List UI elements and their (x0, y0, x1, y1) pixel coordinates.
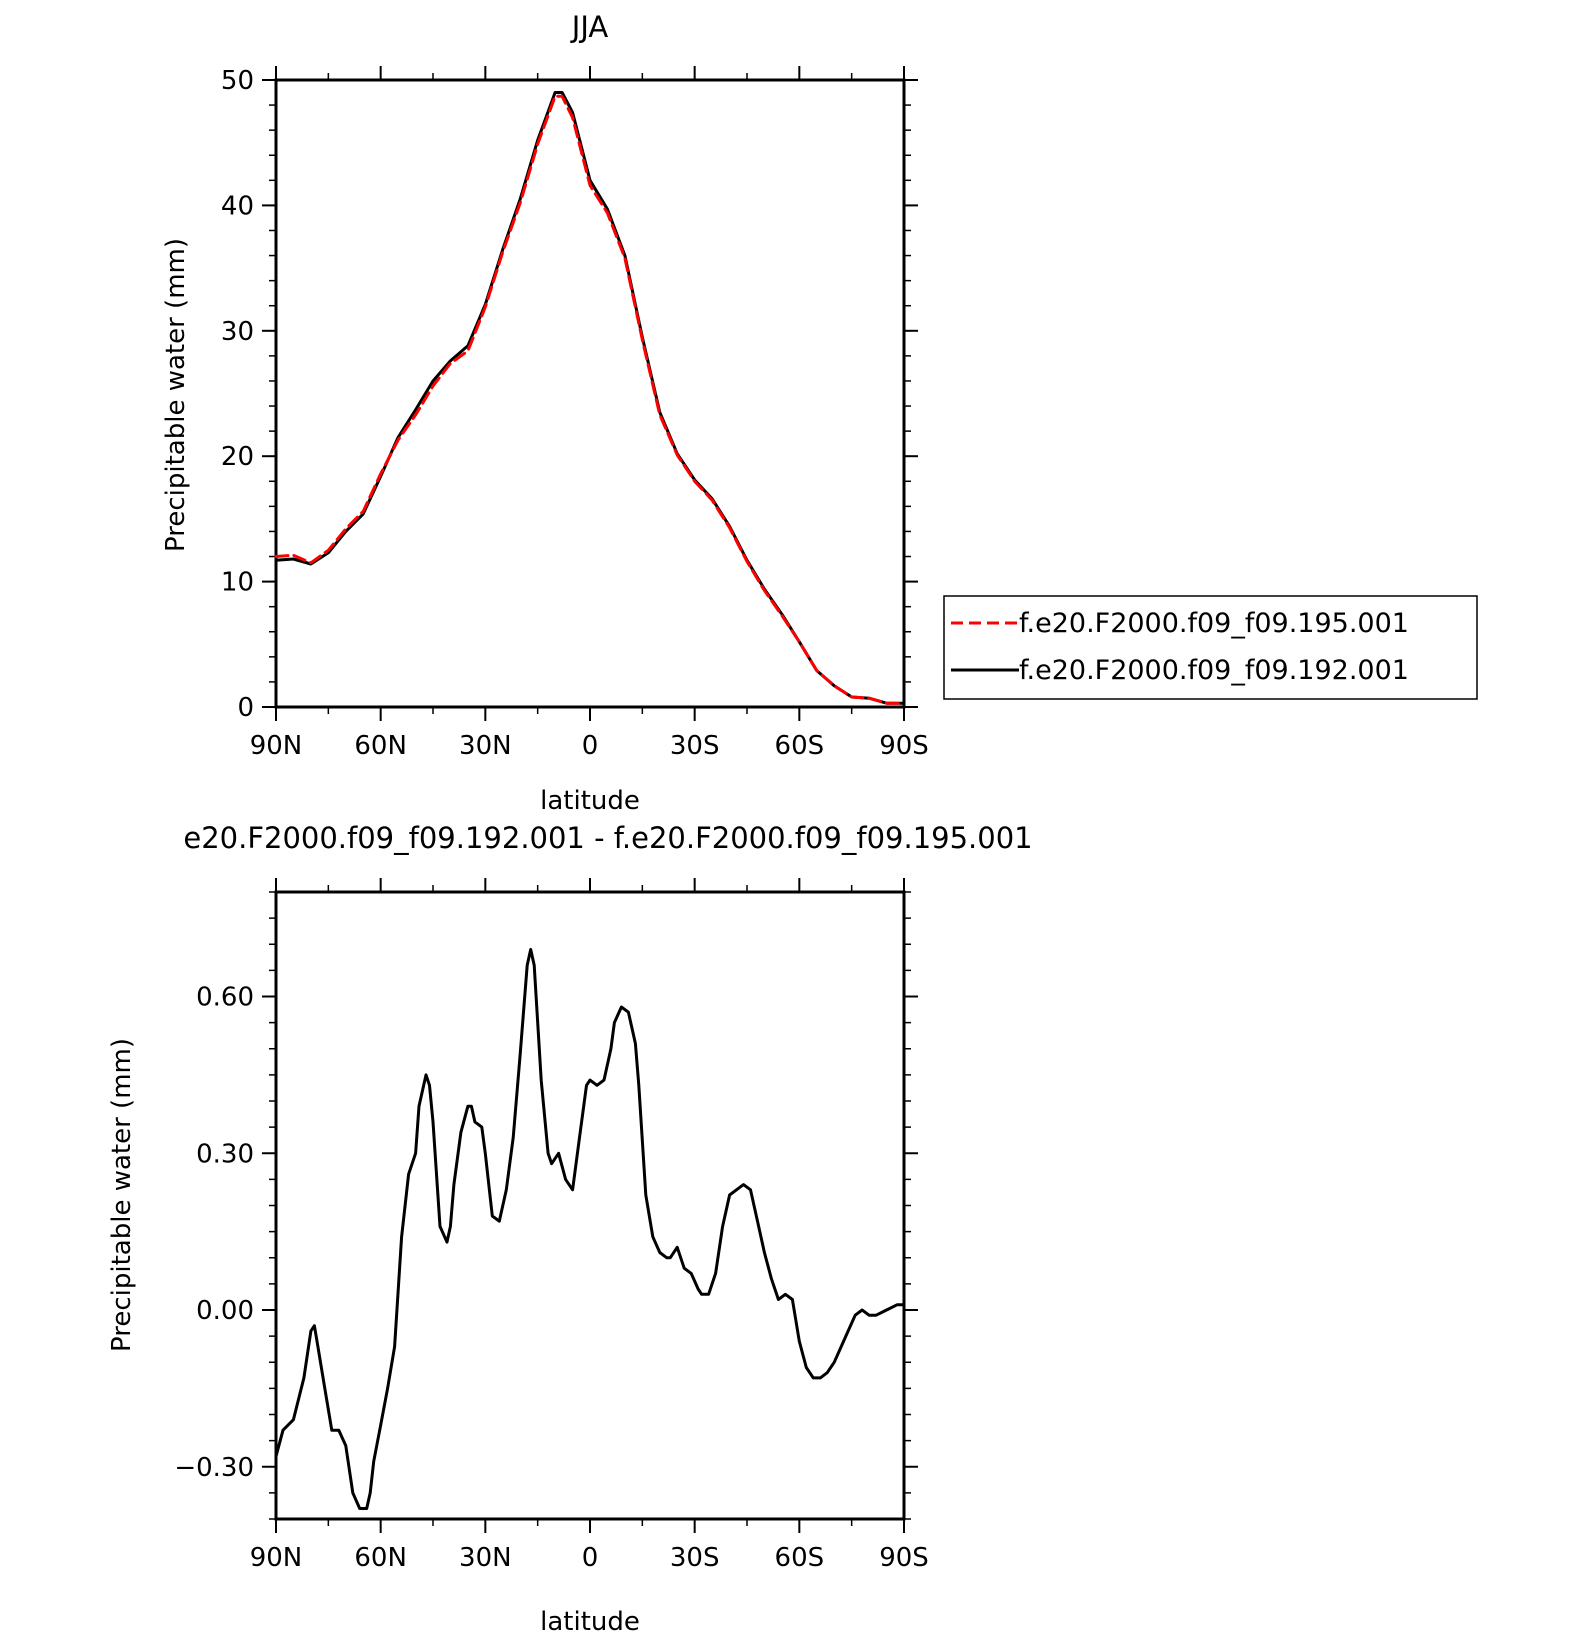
top-series-lines (274, 91, 906, 705)
legend: f.e20.F2000.f09_f09.195.001 f.e20.F2000.… (943, 595, 1478, 700)
top-series-line-0 (274, 94, 906, 705)
legend-box (943, 595, 1478, 700)
top-chart-title: JJA (570, 10, 609, 44)
bottom-series-line-0 (274, 948, 906, 1510)
top-x-tick-label: 90N (250, 731, 303, 761)
top-y-axis-label: Precipitable water (mm) (161, 238, 191, 552)
top-plot-frame (274, 78, 906, 709)
bottom-x-tick-label: 30S (670, 1543, 720, 1573)
top-axis-ticks: 90N 60N 30N 0 30S 60S 90S 0 10 20 30 40 50 (221, 66, 929, 761)
bottom-plot-frame (274, 890, 906, 1521)
bottom-chart-title: e20.F2000.f09_f09.192.001 - f.e20.F2000.… (183, 821, 1032, 855)
top-x-axis-label: latitude (540, 786, 640, 816)
bottom-y-tick-label: 0.60 (196, 983, 254, 1013)
bottom-x-tick-label: 90S (879, 1543, 929, 1573)
bottom-x-tick-label: 0 (582, 1543, 599, 1573)
top-x-tick-label: 0 (582, 731, 599, 761)
bottom-y-axis-label: Precipitable water (mm) (107, 1038, 137, 1352)
bottom-x-axis-label: latitude (540, 1607, 640, 1637)
bottom-x-tick-label: 30N (459, 1543, 512, 1573)
top-y-tick-label: 10 (221, 568, 254, 598)
top-panel: JJA 90N 60N 30N 0 30S 60S 90S 0 10 20 30 40 50 latit… (161, 10, 1478, 816)
bottom-panel: e20.F2000.f09_f09.192.001 - f.e20.F2000.… (107, 821, 1033, 1637)
bottom-y-tick-label: 0.00 (196, 1296, 254, 1326)
bottom-series-lines (274, 948, 906, 1510)
bottom-x-tick-label: 60N (354, 1543, 407, 1573)
bottom-y-tick-label: −0.30 (174, 1453, 254, 1483)
top-y-tick-label: 20 (221, 442, 254, 472)
bottom-x-tick-label: 90N (250, 1543, 303, 1573)
top-y-tick-label: 40 (221, 191, 254, 221)
top-x-tick-label: 60S (775, 731, 825, 761)
top-y-tick-label: 50 (221, 66, 254, 96)
top-x-tick-label: 30N (459, 731, 512, 761)
top-x-tick-label: 60N (354, 731, 407, 761)
bottom-axis-ticks: 90N 60N 30N 0 30S 60S 90S −0.30 0.00 0.30 0.60 (174, 878, 929, 1573)
legend-label-195: f.e20.F2000.f09_f09.195.001 (1019, 608, 1409, 639)
top-y-tick-label: 30 (221, 317, 254, 347)
legend-label-192: f.e20.F2000.f09_f09.192.001 (1019, 655, 1409, 686)
top-x-tick-label: 30S (670, 731, 720, 761)
bottom-x-tick-label: 60S (775, 1543, 825, 1573)
bottom-y-tick-label: 0.30 (196, 1139, 254, 1169)
top-x-tick-label: 90S (879, 731, 929, 761)
top-y-tick-label: 0 (237, 693, 254, 723)
